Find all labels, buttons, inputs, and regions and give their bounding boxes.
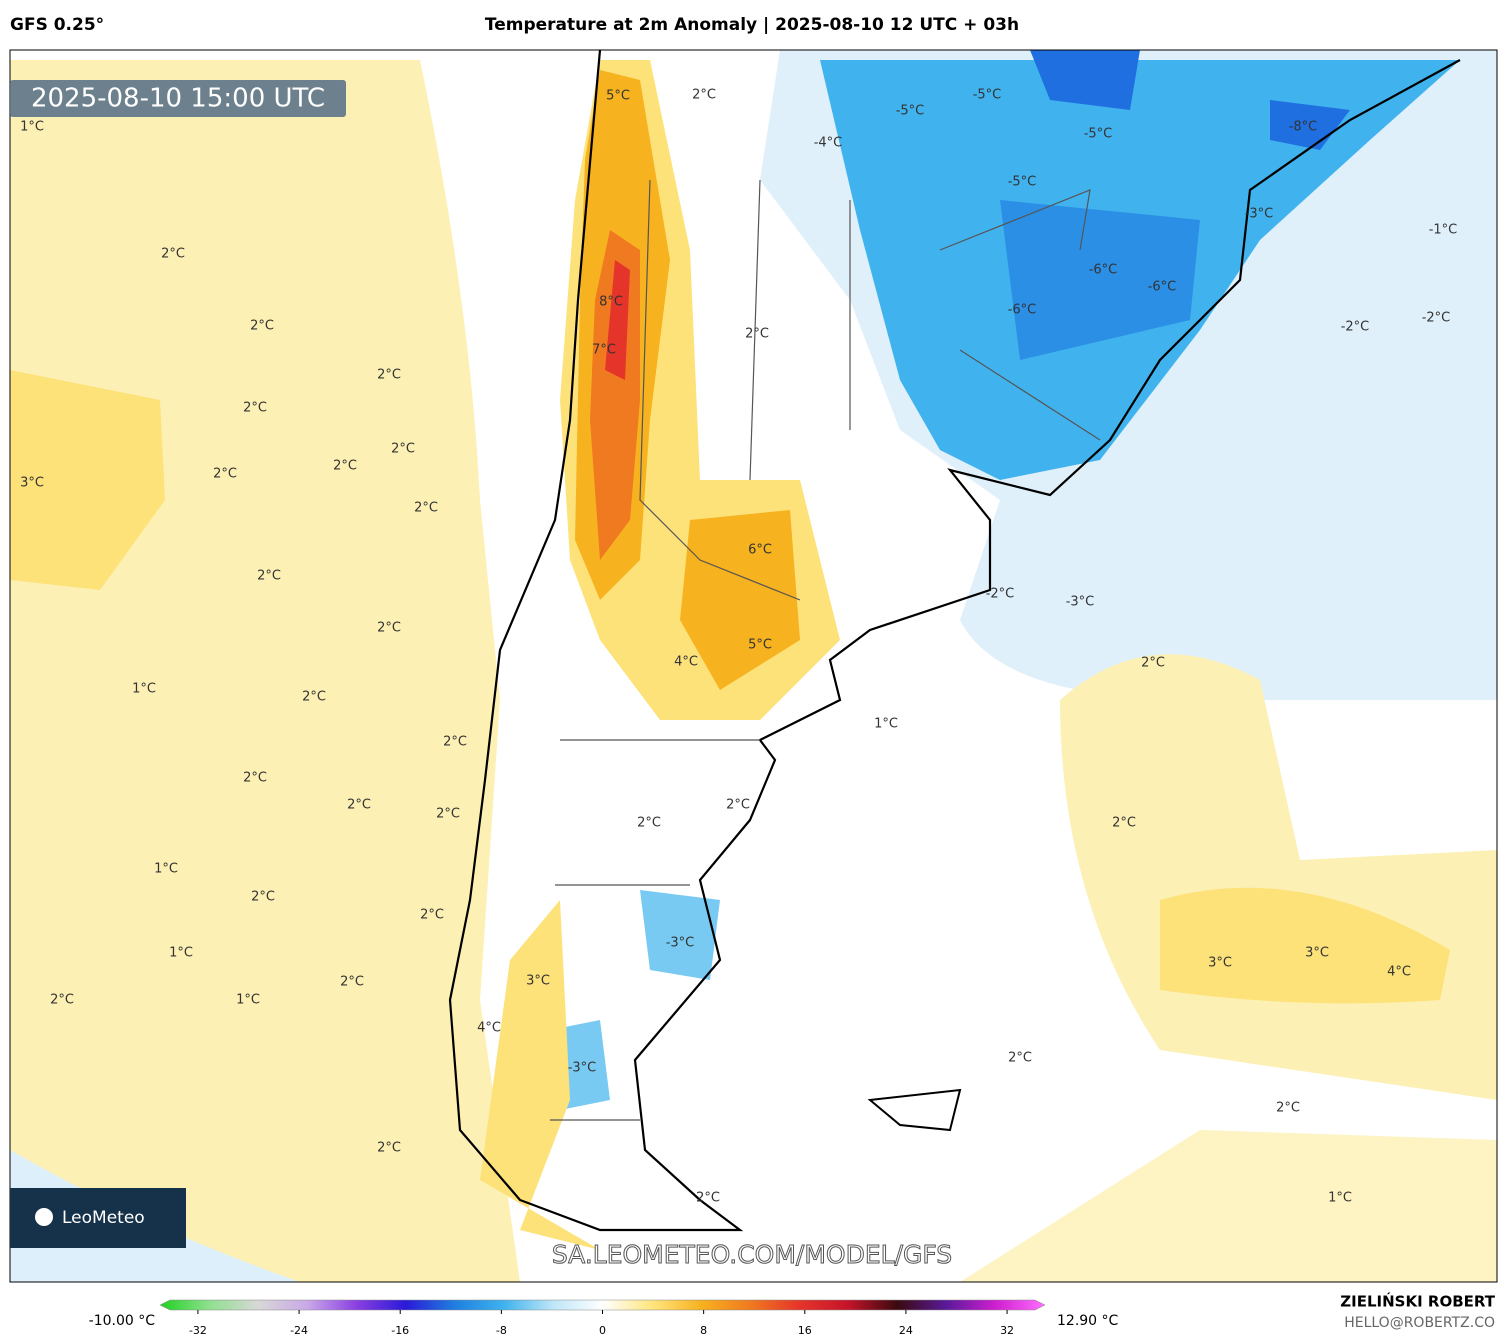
contour-label: 6°C xyxy=(748,543,772,558)
map-title: Temperature at 2m Anomaly | 2025-08-10 1… xyxy=(485,15,1019,35)
colorbar-tick-label: 24 xyxy=(899,1324,913,1337)
contour-label: 2°C xyxy=(414,501,438,516)
contour-label: -4°C xyxy=(814,136,843,151)
contour-label: -5°C xyxy=(973,88,1002,103)
contour-label: 3°C xyxy=(526,974,550,989)
contour-label: -3°C xyxy=(666,936,695,951)
contour-label: 2°C xyxy=(1112,816,1136,831)
contour-label: 2°C xyxy=(420,908,444,923)
contour-label: 2°C xyxy=(333,459,357,474)
contour-label: 2°C xyxy=(692,88,716,103)
colorbar-tick-label: -24 xyxy=(290,1324,308,1337)
contour-label: -2°C xyxy=(1341,320,1370,335)
colorbar-tick-label: 0 xyxy=(599,1324,606,1337)
map: 5°C 2°C -5°C -5°C -4°C -5°C -8°C -5°C -3°C -1°C -6… xyxy=(10,50,1497,1282)
contour-label: 2°C xyxy=(443,735,467,750)
contour-label: 2°C xyxy=(726,798,750,813)
logo-sun xyxy=(35,1208,53,1226)
contour-label: 4°C xyxy=(674,655,698,670)
contour-label: 3°C xyxy=(1305,946,1329,961)
contour-label: 2°C xyxy=(161,247,185,262)
colorbar-bar xyxy=(159,1299,1046,1311)
colorbar-tick-label: 8 xyxy=(700,1324,707,1337)
contour-label: -2°C xyxy=(1422,311,1451,326)
contour-label: 2°C xyxy=(50,993,74,1008)
contour-label: 1°C xyxy=(169,946,193,961)
contour-label: 2°C xyxy=(243,401,267,416)
contour-label: 2°C xyxy=(251,890,275,905)
model-name: GFS 0.25° xyxy=(10,15,104,35)
contour-label: 2°C xyxy=(745,327,769,342)
author: ZIELIŃSKI ROBERT xyxy=(1340,1292,1495,1311)
contour-label: -8°C xyxy=(1289,120,1318,135)
contour-label: 2°C xyxy=(377,621,401,636)
contour-label: 3°C xyxy=(20,476,44,491)
contour-label: 4°C xyxy=(1387,965,1411,980)
contour-label: 7°C xyxy=(592,343,616,358)
colorbar: -32 -24 -16 -8 0 8 16 24 32 xyxy=(159,1299,1046,1337)
contour-label: 2°C xyxy=(1008,1051,1032,1066)
contour-label: 3°C xyxy=(1208,956,1232,971)
contour-label: 2°C xyxy=(347,798,371,813)
colorbar-tick-label: -16 xyxy=(391,1324,409,1337)
colorbar-max: 12.90 °C xyxy=(1057,1313,1119,1329)
colorbar-tick-label: -32 xyxy=(189,1324,207,1337)
contour-label: -3°C xyxy=(1245,207,1274,222)
contour-label: 2°C xyxy=(377,368,401,383)
contour-label: -5°C xyxy=(1084,127,1113,142)
email: HELLO@ROBERTZ.CO xyxy=(1344,1315,1495,1331)
colorbar-tick-label: 16 xyxy=(798,1324,812,1337)
contour-label: 2°C xyxy=(391,442,415,457)
timestamp-box xyxy=(10,80,346,117)
contour-label: -6°C xyxy=(1148,280,1177,295)
contour-label: 2°C xyxy=(377,1141,401,1156)
contour-label: -6°C xyxy=(1089,263,1118,278)
colorbar-tick-label: 32 xyxy=(1000,1324,1014,1337)
contour-label: -3°C xyxy=(568,1061,597,1076)
contour-label: 2°C xyxy=(637,816,661,831)
contour-label: 2°C xyxy=(213,467,237,482)
colorbar-min: -10.00 °C xyxy=(89,1313,156,1329)
contour-label: 5°C xyxy=(606,89,630,104)
map-frame xyxy=(9,49,1498,1283)
contour-label: 5°C xyxy=(748,638,772,653)
contour-label: 2°C xyxy=(257,569,281,584)
contour-label: 2°C xyxy=(1141,656,1165,671)
contour-label: -1°C xyxy=(1429,223,1458,238)
contour-label: 1°C xyxy=(236,993,260,1008)
contour-label: 8°C xyxy=(599,295,623,310)
contour-label: -3°C xyxy=(1066,595,1095,610)
contour-label: 1°C xyxy=(132,682,156,697)
contour-label: 2°C xyxy=(436,807,460,822)
contour-label: -2°C xyxy=(986,587,1015,602)
timestamp: 2025-08-10 15:00 UTC xyxy=(31,84,325,114)
contour-label: 2°C xyxy=(1276,1101,1300,1116)
watermark: SA.LEOMETEO.COM/MODEL/GFS xyxy=(552,1240,952,1269)
contour-label: 1°C xyxy=(874,717,898,732)
contour-label: 1°C xyxy=(154,862,178,877)
contour-label: 1°C xyxy=(1328,1191,1352,1206)
logo-text: LeoMeteo xyxy=(62,1208,145,1228)
contour-label: 2°C xyxy=(302,690,326,705)
contour-label: 2°C xyxy=(340,975,364,990)
contour-label: 2°C xyxy=(250,319,274,334)
contour-label: 4°C xyxy=(477,1021,501,1036)
contour-label: 2°C xyxy=(243,771,267,786)
contour-label: 2°C xyxy=(696,1191,720,1206)
contour-label: -6°C xyxy=(1008,303,1037,318)
contour-label: 1°C xyxy=(20,120,44,135)
colorbar-tick-label: -8 xyxy=(496,1324,507,1337)
contour-label: -5°C xyxy=(896,104,925,119)
contour-label: -5°C xyxy=(1008,175,1037,190)
